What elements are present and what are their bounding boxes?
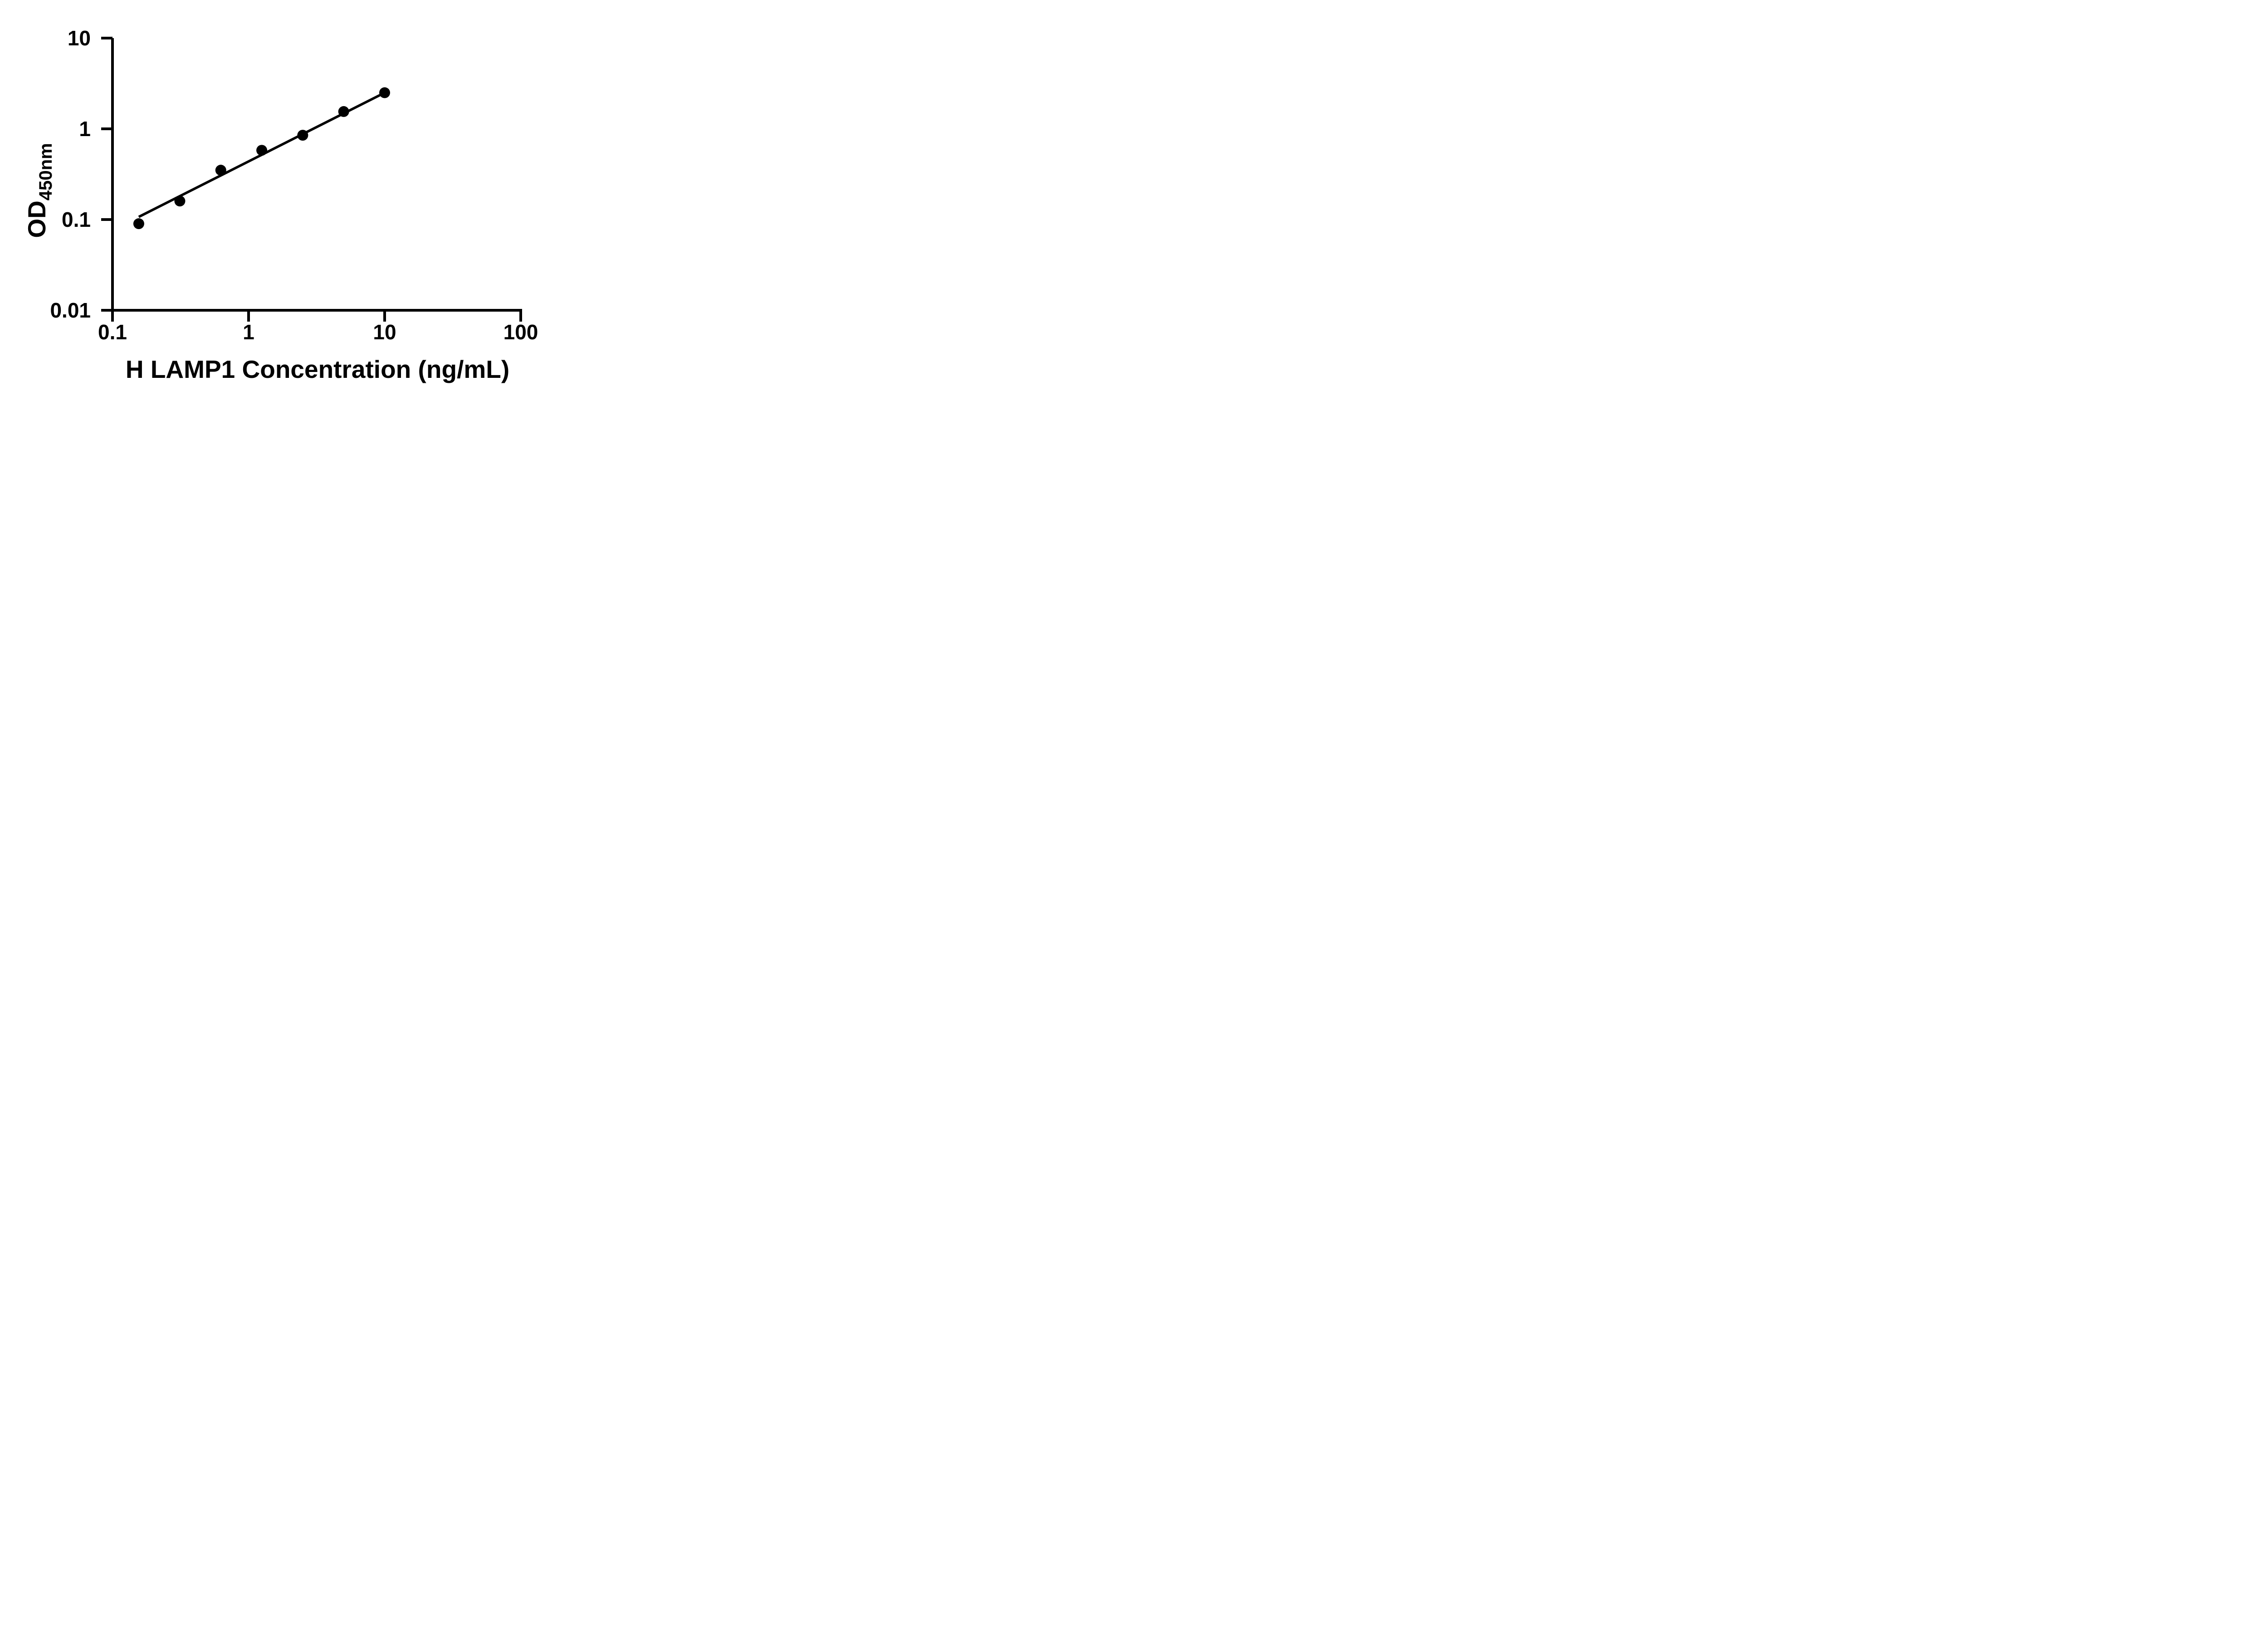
data-point-2	[174, 196, 186, 207]
data-point-4	[256, 145, 268, 156]
data-point-7	[379, 87, 390, 98]
axes	[111, 38, 522, 312]
data-point-1	[133, 218, 144, 230]
x-tick-label-10: 10	[373, 320, 396, 344]
standard-curve-chart: 0.1 1 10 100 10 1 0.1 0.01 H LAMP1 Concentratio…	[0, 0, 583, 408]
data-point-5	[297, 130, 308, 141]
data-point-3	[215, 165, 226, 176]
x-axis-title: H LAMP1 Concentration (ng/mL)	[126, 355, 509, 383]
y-axis-title-subscript: 450nm	[36, 143, 56, 200]
axis-frame	[111, 38, 522, 312]
y-axis-title-main: OD	[23, 200, 51, 238]
y-tick-label-0.1: 0.1	[62, 208, 91, 231]
chart-canvas: 0.1 1 10 100 10 1 0.1 0.01 H LAMP1 Concentratio…	[23, 26, 538, 383]
x-tick-label-0.1: 0.1	[98, 320, 127, 344]
y-tick-label-0.01: 0.01	[50, 298, 91, 322]
data-point-6	[338, 106, 349, 117]
x-tick-label-100: 100	[503, 320, 538, 344]
y-tick-label-1: 1	[79, 117, 91, 141]
axis-ticks	[101, 37, 522, 322]
y-axis-title: OD450nm	[23, 143, 56, 238]
series-lamp1-standard	[133, 87, 390, 230]
y-tick-label-10: 10	[68, 26, 91, 50]
x-tick-label-1: 1	[243, 320, 254, 344]
axis-tick-labels: 0.1 1 10 100 10 1 0.1 0.01	[50, 26, 538, 344]
